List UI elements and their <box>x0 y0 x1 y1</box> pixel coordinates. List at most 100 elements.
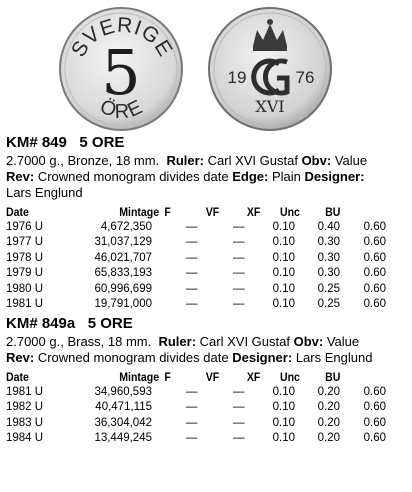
cell-bu: 0.60 <box>363 432 386 444</box>
header-xf: XF <box>246 370 261 384</box>
cell-date: 1978 U <box>6 251 44 264</box>
header-unc: Unc <box>279 205 300 219</box>
header-bu: BU <box>325 205 341 219</box>
cell-unc: 0.25 <box>317 282 340 295</box>
cell-date: 1981 U <box>6 385 44 398</box>
cell-bu: 0.60 <box>363 282 386 295</box>
section2-table: Date Mintage F VF XF Unc BU 1981 U 34,960,593 — — 0… <box>6 370 392 448</box>
cell-bu: 0.60 <box>363 267 386 279</box>
cell-xf: 0.10 <box>272 267 295 279</box>
cell-xf: 0.10 <box>272 236 295 248</box>
header-date: Date <box>6 205 29 219</box>
coin-reverse-date-left: 19 <box>228 68 247 87</box>
cell-unc: 0.25 <box>317 298 340 310</box>
cell-date: 1984 U <box>6 432 44 444</box>
monogram-icon <box>251 58 290 96</box>
table-header-row: Date Mintage F VF XF Unc BU <box>6 370 346 386</box>
table-row: 1983 U 36,304,042 — — 0.10 0.20 0.60 <box>6 417 392 433</box>
table-row: 1982 U 40,471,115 — — 0.10 0.20 0.60 <box>6 401 392 417</box>
header-vf: VF <box>205 370 220 384</box>
cell-unc: 0.30 <box>317 251 340 264</box>
header-date: Date <box>6 370 29 384</box>
header-vf: VF <box>205 205 220 219</box>
cell-vf: — <box>233 385 245 398</box>
header-mintage: Mintage <box>119 370 160 384</box>
table-row: 1977 U 31,037,129 — — 0.10 0.30 0.60 <box>6 236 392 252</box>
table-row: 1980 U 60,996,699 — — 0.10 0.25 0.60 <box>6 283 392 299</box>
cell-vf: — <box>233 267 245 279</box>
table-row: 1981 U 19,791,000 — — 0.10 0.25 0.60 <box>6 298 392 314</box>
cell-date: 1976 U <box>6 220 44 233</box>
table-header-row: Date Mintage F VF XF Unc BU <box>6 205 346 221</box>
cell-bu: 0.60 <box>363 401 386 413</box>
section2-heading: KM# 849a 5 ORE <box>6 316 133 332</box>
cell-mintage: 34,960,593 <box>94 385 152 398</box>
cell-date: 1983 U <box>6 416 44 429</box>
cell-unc: 0.20 <box>317 416 340 429</box>
section1-desc-line3: Lars Englund <box>6 185 83 200</box>
section1-desc-line1: 2.7000 g., Bronze, 18 mm. Ruler: Carl XV… <box>6 153 368 168</box>
cell-f: — <box>186 236 198 248</box>
cell-xf: 0.10 <box>272 401 295 413</box>
cell-xf: 0.10 <box>272 416 295 429</box>
cell-vf: — <box>233 282 245 295</box>
cell-f: — <box>186 432 198 444</box>
crown-icon <box>253 19 287 51</box>
cell-xf: 0.10 <box>272 298 295 310</box>
cell-f: — <box>186 401 198 413</box>
header-f: F <box>164 370 171 384</box>
section1-heading: KM# 849 5 ORE <box>6 135 124 151</box>
cell-unc: 0.20 <box>317 385 340 398</box>
coin-obverse-image: SVERIGE 5 ÖRE <box>59 7 183 131</box>
table-row: 1981 U 34,960,593 — — 0.10 0.20 0.60 <box>6 386 392 402</box>
section1-desc-line2: Rev: Crowned monogram divides date Edge:… <box>6 169 365 184</box>
cell-f: — <box>186 385 198 398</box>
cell-vf: — <box>233 236 245 248</box>
cell-mintage: 65,833,193 <box>94 267 152 279</box>
coin-obverse-value: 5 <box>101 36 140 109</box>
cell-mintage: 60,996,699 <box>94 282 152 295</box>
cell-vf: — <box>233 416 245 429</box>
cell-vf: — <box>233 220 245 233</box>
cell-mintage: 19,791,000 <box>94 298 152 310</box>
cell-mintage: 13,449,245 <box>94 432 152 444</box>
section2-km: KM# 849a <box>6 315 76 332</box>
cell-mintage: 31,037,129 <box>94 236 152 248</box>
cell-f: — <box>186 416 198 429</box>
cell-mintage: 46,021,707 <box>94 251 152 264</box>
cell-unc: 0.40 <box>317 220 340 233</box>
table-row: 1979 U 65,833,193 — — 0.10 0.30 0.60 <box>6 267 392 283</box>
header-xf: XF <box>246 205 261 219</box>
cell-vf: — <box>233 298 245 310</box>
cell-f: — <box>186 298 198 310</box>
coin-reverse-date-right: 76 <box>296 68 315 87</box>
cell-bu: 0.60 <box>363 298 386 310</box>
table-row: 1984 U 13,449,245 — — 0.10 0.20 0.60 <box>6 432 392 448</box>
cell-mintage: 36,304,042 <box>94 416 152 429</box>
cell-mintage: 4,672,350 <box>100 220 152 233</box>
section2-desc-line1: 2.7000 g., Brass, 18 mm. Ruler: Carl XVI… <box>6 334 360 349</box>
cell-date: 1981 U <box>6 298 44 310</box>
cell-unc: 0.30 <box>317 267 340 279</box>
header-f: F <box>164 205 171 219</box>
cell-bu: 0.60 <box>363 236 386 248</box>
section2-denomination: 5 ORE <box>87 315 133 332</box>
cell-f: — <box>186 251 198 264</box>
coin-reverse-image: 19 76 XVI <box>208 7 332 131</box>
section2-desc-line2: Rev: Crowned monogram divides date Desig… <box>6 350 373 365</box>
cell-xf: 0.10 <box>272 385 295 398</box>
cell-bu: 0.60 <box>363 416 386 429</box>
cell-date: 1979 U <box>6 267 44 279</box>
cell-bu: 0.60 <box>363 385 386 398</box>
cell-unc: 0.20 <box>317 432 340 444</box>
table-row: 1978 U 46,021,707 — — 0.10 0.30 0.60 <box>6 252 392 268</box>
cell-date: 1980 U <box>6 282 44 295</box>
cell-f: — <box>186 282 198 295</box>
header-unc: Unc <box>279 370 300 384</box>
cell-unc: 0.30 <box>317 236 340 248</box>
cell-f: — <box>186 220 198 233</box>
header-mintage: Mintage <box>119 205 160 219</box>
cell-vf: — <box>233 251 245 264</box>
section1-table: Date Mintage F VF XF Unc BU 1976 U 4,672,350 — — 0.… <box>6 205 392 314</box>
cell-vf: — <box>233 432 245 444</box>
